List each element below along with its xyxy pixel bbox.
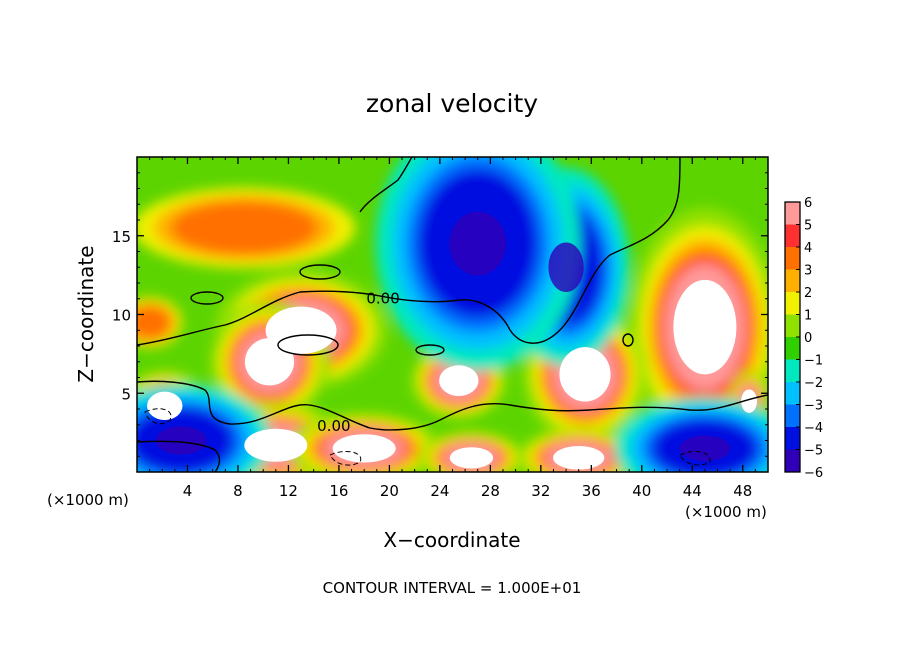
field-feature-5-core — [244, 428, 308, 462]
field-feature-8-core — [449, 447, 494, 469]
colorbar-band-1 — [785, 314, 800, 338]
colorbar-band--4 — [785, 427, 800, 450]
chart-title: zonal velocity — [366, 89, 538, 118]
contour-closed-1 — [299, 264, 341, 280]
colorbar-label--3: −3 — [804, 399, 823, 414]
x-tick-label-16: 16 — [329, 482, 348, 500]
x-units-right: (×1000 m) — [685, 503, 767, 521]
x-tick-label-48: 48 — [733, 482, 752, 500]
colorbar-band--1 — [785, 359, 800, 383]
colorbar-band-0 — [785, 337, 800, 360]
y-tick-label-15: 15 — [112, 228, 131, 246]
contour-closed-2 — [190, 291, 224, 305]
x-tick-label-28: 28 — [481, 482, 500, 500]
x-tick-label-20: 20 — [380, 482, 399, 500]
colorbar: −6 −5 −4 −3 −2 −1 0 1 2 3 4 5 6 — [784, 196, 823, 481]
colorbar-band--3 — [785, 404, 800, 428]
zero-contour-bottom — [137, 440, 221, 472]
velocity-field: 0.00 0.00 — [137, 157, 768, 472]
colorbar-band--5 — [785, 449, 800, 473]
field-feature-10-core — [741, 389, 757, 413]
colorbar-band-5 — [785, 224, 800, 248]
contour-dashed-3 — [679, 451, 711, 466]
y-axis: 5 10 15 — [112, 172, 768, 457]
colorbar-label--4: −4 — [804, 421, 823, 436]
x-tick-label-32: 32 — [531, 482, 550, 500]
y-tick-label-10: 10 — [112, 307, 131, 325]
field-feature-13-ring-2 — [137, 305, 171, 339]
colorbar-label-3: 3 — [804, 264, 812, 279]
field-feature-4-core — [559, 347, 611, 402]
contour-dashed-1 — [144, 408, 172, 425]
colorbar-label--1: −1 — [804, 354, 823, 369]
contour-interval-note: CONTOUR INTERVAL = 1.000E+01 — [323, 579, 582, 597]
field-feature-1-core — [244, 338, 295, 386]
colorbar-label-0: 0 — [804, 331, 812, 346]
y-tick-label-5: 5 — [121, 385, 131, 403]
x-tick-label-4: 4 — [183, 482, 193, 500]
x-units-left: (×1000 m) — [47, 491, 129, 509]
colorbar-label-1: 1 — [804, 309, 812, 324]
colorbar-band-4 — [785, 247, 800, 270]
x-tick-label-36: 36 — [582, 482, 601, 500]
field-feature-15-core — [449, 211, 507, 276]
zero-contour-lines — [137, 157, 768, 472]
x-axis: 4 8 12 16 20 24 28 32 36 40 44 48 — [149, 157, 756, 500]
colorbar-label--2: −2 — [804, 376, 823, 391]
contour-closed-5 — [622, 333, 634, 347]
colorbar-label--5: −5 — [804, 444, 823, 459]
colorbar-band--2 — [785, 382, 800, 405]
x-axis-label: X−coordinate — [383, 528, 520, 552]
zero-contour-mid — [137, 380, 768, 431]
contour-closed-4 — [415, 344, 445, 356]
field-feature-3-core — [673, 279, 737, 375]
field-feature-14-core — [548, 242, 584, 293]
y-axis-label: Z−coordinate — [74, 245, 98, 382]
field-feature-9-core — [147, 391, 183, 421]
x-tick-label-24: 24 — [430, 482, 449, 500]
field-feature-0-core — [265, 306, 337, 354]
field-feature-17-core — [679, 435, 731, 462]
field-feature-6-core — [332, 434, 396, 463]
contour-label-1: 0.00 — [317, 417, 350, 435]
colorbar-label-6: 6 — [804, 196, 812, 211]
field-feature-7-core — [553, 446, 605, 470]
x-tick-label-44: 44 — [683, 482, 702, 500]
field-feature-16-core — [155, 426, 207, 455]
colorbar-band-3 — [785, 269, 800, 293]
zero-contour-upper — [137, 157, 681, 346]
x-tick-label-40: 40 — [632, 482, 651, 500]
x-tick-label-12: 12 — [279, 482, 298, 500]
field-feature-2-core — [439, 365, 479, 397]
colorbar-band-2 — [785, 292, 800, 315]
colorbar-band-6 — [785, 202, 800, 225]
zero-contour-top — [359, 157, 413, 213]
colorbar-label-5: 5 — [804, 219, 812, 234]
colorbar-label-4: 4 — [804, 241, 812, 256]
colorbar-label--6: −6 — [804, 466, 823, 481]
x-tick-label-8: 8 — [233, 482, 243, 500]
colorbar-label-2: 2 — [804, 286, 812, 301]
contour-label-0: 0.00 — [366, 289, 399, 307]
contour-closed-3 — [277, 334, 339, 356]
field-feature-11-ring-2 — [171, 201, 318, 255]
